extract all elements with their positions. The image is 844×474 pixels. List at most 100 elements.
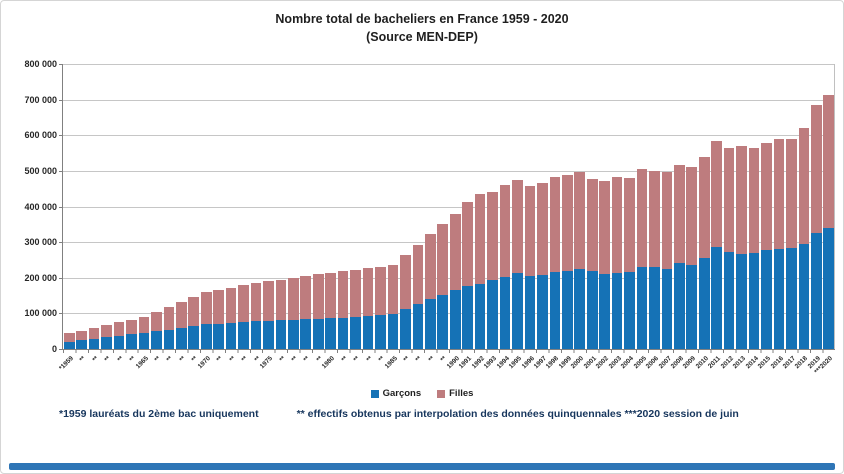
bar-segment-filles <box>412 244 424 305</box>
bar-1965 <box>138 316 150 349</box>
bar-segment-filles <box>736 146 747 254</box>
x-axis-label-1993: 1993 <box>482 355 499 371</box>
bar-segment-garcons <box>649 266 660 349</box>
bar-segment-filles <box>300 276 312 320</box>
footnote-1959: *1959 lauréats du 2ème bac uniquement <box>59 408 259 420</box>
bar-segment-filles <box>400 254 411 310</box>
bar-segment-garcons <box>76 340 87 349</box>
legend-label: Filles <box>449 388 474 399</box>
bar-1960 <box>76 330 87 349</box>
x-axis-label-1992: 1992 <box>470 355 486 371</box>
gridline <box>63 170 835 172</box>
x-axis-label-1982: ** <box>352 355 362 364</box>
y-tick <box>59 349 63 350</box>
bar-1964 <box>126 319 137 349</box>
x-axis-label-2013: 2013 <box>732 355 748 371</box>
bar-1998 <box>549 176 561 349</box>
x-axis-label-1970: 1970 <box>196 355 212 371</box>
bar-segment-garcons <box>661 268 673 349</box>
bar-segment-garcons <box>412 304 424 349</box>
bar-segment-filles <box>723 147 735 252</box>
bar-1994 <box>499 185 511 349</box>
x-axis-label-1988: ** <box>427 355 436 364</box>
bar-1988 <box>424 234 436 349</box>
bar-segment-garcons <box>375 315 386 349</box>
bar-1975 <box>263 281 274 349</box>
plot-area: 800 000 700 000 600 000 500 000 400 000 300 0… <box>24 59 835 376</box>
x-axis-label-1976: ** <box>277 355 287 364</box>
bar-segment-garcons <box>337 317 349 349</box>
bar-segment-filles <box>674 165 685 263</box>
x-axis-label-1977: ** <box>290 355 299 364</box>
bar-segment-garcons <box>200 324 212 349</box>
x-axis-label-1998: 1998 <box>545 355 561 371</box>
bar-1978 <box>300 276 312 349</box>
bar-segment-filles <box>624 178 635 272</box>
bar-segment-garcons <box>611 272 623 349</box>
y-tick <box>59 242 63 244</box>
y-tick <box>59 277 63 279</box>
bar-1967 <box>163 306 175 349</box>
gridline <box>63 135 835 137</box>
bar-segment-filles <box>537 183 548 275</box>
bar-segment-garcons <box>449 289 461 349</box>
bar-segment-filles <box>337 271 349 318</box>
bar-segment-garcons <box>773 248 785 349</box>
bar-2014 <box>748 148 760 349</box>
x-axis-label-1967: ** <box>165 355 175 364</box>
footnote-interpolation: ** effectifs obtenus par interpolation d… <box>296 408 739 420</box>
legend-item-garcons: Garçons <box>370 388 422 399</box>
bar-segment-garcons <box>387 314 399 349</box>
bar-segment-garcons <box>362 316 374 349</box>
bar-segment-filles <box>275 279 287 321</box>
bar-segment-filles <box>499 185 511 277</box>
bar-segment-garcons <box>325 318 337 349</box>
x-axis-label-1994: 1994 <box>495 355 511 371</box>
legend-swatch <box>437 389 446 398</box>
bar-1987 <box>412 244 424 349</box>
bar-1997 <box>537 183 548 349</box>
bar-segment-filles <box>561 175 573 271</box>
bar-1985 <box>387 265 399 349</box>
bar-segment-filles <box>213 289 224 324</box>
bar-segment-filles <box>686 167 698 265</box>
bar-segment-garcons <box>400 309 411 349</box>
x-axis-label-1959: *1959 <box>57 355 75 372</box>
bar-2003 <box>611 177 623 349</box>
bar-1969 <box>188 296 200 349</box>
bar-segment-garcons <box>786 247 797 349</box>
bar-segment-garcons <box>151 331 162 349</box>
bar-segment-garcons <box>748 252 760 349</box>
x-axis-label-1986: ** <box>402 355 411 364</box>
y-axis-label: 600 000 <box>24 130 57 141</box>
bar-segment-garcons <box>549 271 561 349</box>
bar-segment-garcons <box>636 266 648 349</box>
x-axis-label-1971: ** <box>215 355 225 364</box>
bar-segment-garcons <box>63 341 75 349</box>
bar-segment-garcons <box>798 243 810 349</box>
bar-segment-garcons <box>88 338 100 349</box>
x-axis-label-1968: ** <box>178 355 187 364</box>
bar-2015 <box>761 142 772 349</box>
bar-segment-filles <box>524 185 536 276</box>
y-axis-label: 800 000 <box>24 59 57 69</box>
bar-1990 <box>449 213 461 349</box>
bar-segment-garcons <box>113 335 125 349</box>
x-axis-label-1961: ** <box>91 355 100 364</box>
gridline <box>63 242 835 244</box>
bar-segment-filles <box>101 325 112 338</box>
bar-2010 <box>698 157 710 349</box>
legend-label: Garçons <box>382 388 422 399</box>
x-axis-label-1960: ** <box>78 355 88 364</box>
bar-segment-filles <box>225 287 237 323</box>
bar-2005 <box>636 169 648 349</box>
bar-segment-filles <box>350 269 361 317</box>
bar-segment-filles <box>163 306 175 330</box>
bar-segment-garcons <box>624 271 635 349</box>
y-tick <box>59 206 63 208</box>
bar-1973 <box>238 285 249 349</box>
legend-swatch <box>370 389 379 398</box>
bar-segment-filles <box>387 265 399 315</box>
bar-1970 <box>200 291 212 349</box>
